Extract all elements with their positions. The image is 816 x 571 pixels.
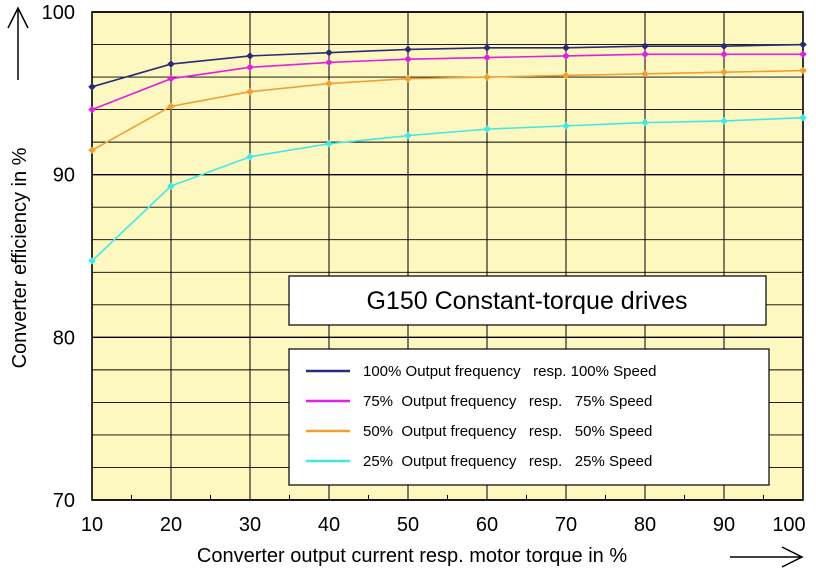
y-tick-label: 70 xyxy=(53,490,75,512)
data-point xyxy=(88,105,96,114)
data-point xyxy=(562,71,570,80)
data-point xyxy=(720,68,728,77)
x-tick-label: 20 xyxy=(160,514,182,536)
data-point xyxy=(562,52,570,60)
data-point xyxy=(799,50,807,59)
data-point xyxy=(325,139,333,148)
data-point xyxy=(799,113,807,122)
y-axis-label: Converter efficiency in % xyxy=(9,147,31,368)
x-axis-arrow-icon xyxy=(730,546,804,568)
data-point xyxy=(641,118,649,127)
data-point xyxy=(246,87,254,96)
data-point xyxy=(167,102,175,111)
data-point xyxy=(720,117,728,125)
series-line-0 xyxy=(91,43,804,88)
data-points xyxy=(88,40,807,265)
data-point xyxy=(246,52,254,60)
series-lines xyxy=(91,43,804,262)
x-tick-label: 90 xyxy=(713,514,735,536)
data-point xyxy=(88,146,96,155)
data-point xyxy=(641,69,649,78)
x-tick-label: 30 xyxy=(239,514,261,536)
y-axis-arrow-icon xyxy=(7,6,29,80)
legend: 100% Output frequency resp. 100% Speed 75… xyxy=(288,348,770,486)
data-point xyxy=(88,82,96,91)
legend-label-0: 100% Output frequency resp. 100% Speed xyxy=(363,363,657,380)
data-point xyxy=(799,66,807,75)
data-point xyxy=(325,58,333,67)
legend-label-3: 25% Output frequency resp. 25% Speed xyxy=(363,453,652,470)
data-point xyxy=(483,43,491,52)
x-tick-label: 80 xyxy=(634,514,656,536)
data-point xyxy=(167,182,175,190)
data-point xyxy=(88,257,96,265)
data-point xyxy=(404,131,412,140)
data-point xyxy=(325,48,333,57)
data-point xyxy=(799,40,807,49)
legend-label-1: 75% Output frequency resp. 75% Speed xyxy=(363,393,652,410)
x-tick-label: 40 xyxy=(318,514,340,536)
series-line-2 xyxy=(91,69,804,151)
data-point xyxy=(483,73,491,81)
series-line-3 xyxy=(91,116,804,262)
data-point xyxy=(641,42,649,51)
data-point xyxy=(246,63,254,72)
y-tick-label: 100 xyxy=(42,2,75,24)
data-point xyxy=(483,53,491,62)
data-point xyxy=(720,50,728,59)
data-point xyxy=(641,50,649,59)
y-tick-label: 80 xyxy=(53,327,75,349)
data-point xyxy=(404,74,412,83)
data-point xyxy=(325,79,333,88)
legend-label-2: 50% Output frequency resp. 50% Speed xyxy=(363,423,652,440)
data-point xyxy=(562,122,570,130)
data-point xyxy=(720,42,728,51)
x-tick-label: 100 xyxy=(772,514,805,536)
data-point xyxy=(404,55,412,64)
data-point xyxy=(404,45,412,54)
x-tick-label: 10 xyxy=(81,514,103,536)
data-point xyxy=(483,125,491,133)
x-tick-label: 60 xyxy=(476,514,498,536)
tick-labels: 10 20 30 40 50 60 70 80 90 100 70 80 90 100 xyxy=(42,2,806,536)
data-point xyxy=(246,152,254,161)
data-point xyxy=(562,43,570,52)
plot-frame xyxy=(91,11,804,501)
x-axis-label: Converter output current resp. motor tor… xyxy=(197,545,627,567)
data-point xyxy=(167,60,175,68)
series-line-1 xyxy=(91,53,803,111)
title-box: G150 Constant-torque drives xyxy=(288,275,767,326)
chart-title: G150 Constant-torque drives xyxy=(366,287,687,315)
data-point xyxy=(167,74,175,83)
x-tick-label: 70 xyxy=(555,514,577,536)
y-tick-label: 90 xyxy=(53,165,75,187)
x-tick-label: 50 xyxy=(397,514,419,536)
